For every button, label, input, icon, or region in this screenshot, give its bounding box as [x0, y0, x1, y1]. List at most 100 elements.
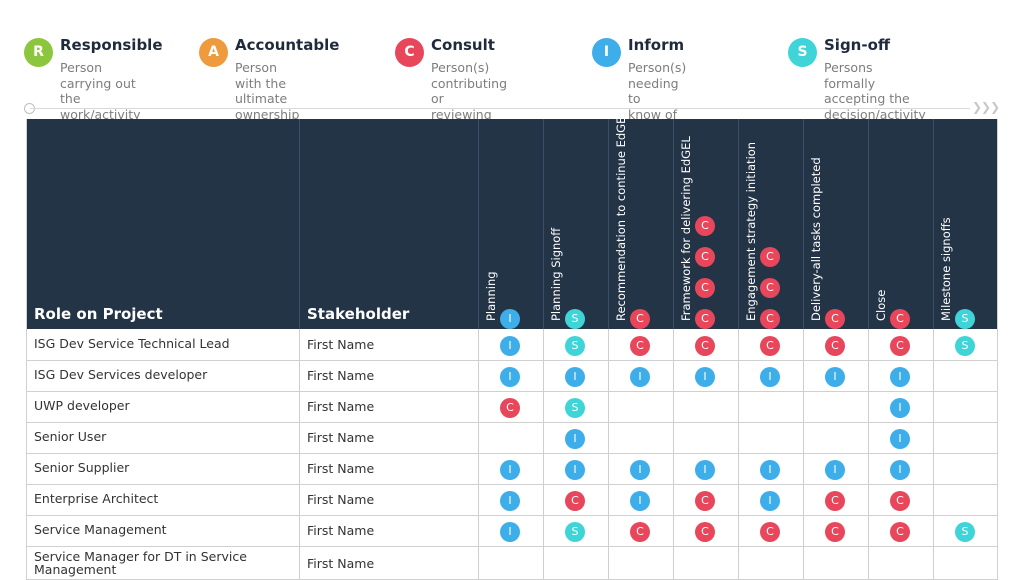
raci-badge-i: I: [760, 460, 780, 480]
legend-description-line: Persons formally: [824, 60, 876, 91]
activity-header-1: Planning Signoff: [549, 227, 563, 321]
stakeholder-cell: First Name: [307, 461, 375, 476]
raci-badge-c: C: [760, 336, 780, 356]
raci-badge-i: I: [825, 367, 845, 387]
stakeholder-cell: First Name: [307, 492, 375, 507]
raci-badge-c: C: [695, 522, 715, 542]
column-divider: [738, 119, 739, 579]
legend-title: Responsible: [60, 36, 163, 54]
raci-badge-c: C: [825, 336, 845, 356]
role-header: Role on Project: [34, 305, 163, 323]
stakeholder-cell: First Name: [307, 523, 375, 538]
raci-badge-i: I: [695, 460, 715, 480]
raci-badge-i: I: [890, 398, 910, 418]
table-left-border: [26, 119, 27, 579]
column-divider: [933, 119, 934, 579]
activity-header-3: Framework for delivering EdGEL: [679, 136, 693, 321]
header-badge-i: I: [500, 309, 520, 329]
role-cell: ISG Dev Services developer: [34, 367, 208, 382]
stakeholder-cell: First Name: [307, 368, 375, 383]
raci-badge-c: C: [565, 491, 585, 511]
activity-header-7: Milestone signoffs: [939, 217, 953, 321]
header-column-divider: [868, 119, 869, 329]
legend-title: Accountable: [235, 36, 340, 54]
activity-header-0: Planning: [484, 271, 498, 321]
activity-header-5: Delivery-all tasks completed: [809, 157, 823, 321]
raci-badge-i: I: [890, 460, 910, 480]
raci-badge-i: I: [565, 429, 585, 449]
role-cell: Senior Supplier: [34, 460, 130, 475]
raci-badge-s: S: [565, 398, 585, 418]
column-divider: [803, 119, 804, 579]
legend-description-line: Person with the ultimate: [235, 60, 288, 106]
stakeholder-cell: First Name: [307, 337, 375, 352]
legend-title: Sign-off: [824, 36, 891, 54]
raci-badge-i: I: [825, 460, 845, 480]
raci-badge-c: C: [890, 491, 910, 511]
legend-description-line: the work/activity: [60, 91, 141, 122]
header-badge-c: C: [825, 309, 845, 329]
raci-badge-c: C: [890, 336, 910, 356]
column-divider: [478, 119, 479, 579]
raci-badge-c: C: [890, 522, 910, 542]
legend-description-line: Person carrying out: [60, 60, 136, 91]
legend-description: Person carrying out the work/activity: [60, 60, 141, 122]
timeline-arrows-icon: ❯❯❯: [972, 100, 1000, 114]
role-cell: Service Manager for DT in Service Manage…: [34, 549, 247, 577]
raci-badge-c: C: [695, 336, 715, 356]
table-header: [26, 119, 998, 329]
column-divider: [299, 119, 300, 579]
column-divider: [608, 119, 609, 579]
raci-badge-i: I: [630, 460, 650, 480]
header-column-divider: [933, 119, 934, 329]
column-divider: [673, 119, 674, 579]
role-cell: Enterprise Architect: [34, 491, 159, 506]
header-column-divider: [803, 119, 804, 329]
header-badge-c: C: [890, 309, 910, 329]
legend-description-line: Person(s) contributing or: [431, 60, 508, 106]
raci-badge-i: I: [565, 460, 585, 480]
raci-badge-i: I: [630, 367, 650, 387]
raci-badge-c: C: [630, 336, 650, 356]
raci-badge-i: I: [500, 522, 520, 542]
table-right-border: [997, 119, 998, 579]
header-column-divider: [738, 119, 739, 329]
raci-badge-c: C: [760, 522, 780, 542]
header-badge-s: S: [955, 309, 975, 329]
header-badge-c: C: [695, 216, 715, 236]
activity-header-2: Recommendation to continue EdGEL: [614, 110, 628, 321]
raci-badge-s: S: [565, 336, 585, 356]
header-column-divider: [543, 119, 544, 329]
header-column-divider: [299, 119, 300, 329]
header-badge-c: C: [760, 278, 780, 298]
raci-badge-i: I: [630, 491, 650, 511]
header-badge-c: C: [695, 309, 715, 329]
raci-badge-c: C: [630, 522, 650, 542]
raci-badge-s: S: [955, 336, 975, 356]
legend-badge: I: [592, 38, 621, 67]
header-badge-c: C: [695, 278, 715, 298]
row-divider: [26, 360, 998, 361]
raci-badge-i: I: [565, 367, 585, 387]
activity-header-6: Close: [874, 289, 888, 321]
raci-badge-i: I: [500, 491, 520, 511]
legend-badge: S: [788, 38, 817, 67]
raci-badge-i: I: [500, 367, 520, 387]
row-divider: [26, 391, 998, 392]
header-badge-s: S: [565, 309, 585, 329]
row-divider: [26, 453, 998, 454]
row-divider: [26, 484, 998, 485]
role-cell: ISG Dev Service Technical Lead: [34, 336, 230, 351]
legend-badge: C: [395, 38, 424, 67]
header-badge-c: C: [630, 309, 650, 329]
header-badge-c: C: [760, 309, 780, 329]
role-cell: Service Management: [34, 522, 167, 537]
legend-title: Inform: [628, 36, 685, 54]
raci-badge-i: I: [760, 491, 780, 511]
column-divider: [868, 119, 869, 579]
row-divider: [26, 422, 998, 423]
raci-badge-i: I: [500, 336, 520, 356]
legend-badge: A: [199, 38, 228, 67]
stakeholder-header: Stakeholder: [307, 305, 410, 323]
raci-badge-s: S: [565, 522, 585, 542]
